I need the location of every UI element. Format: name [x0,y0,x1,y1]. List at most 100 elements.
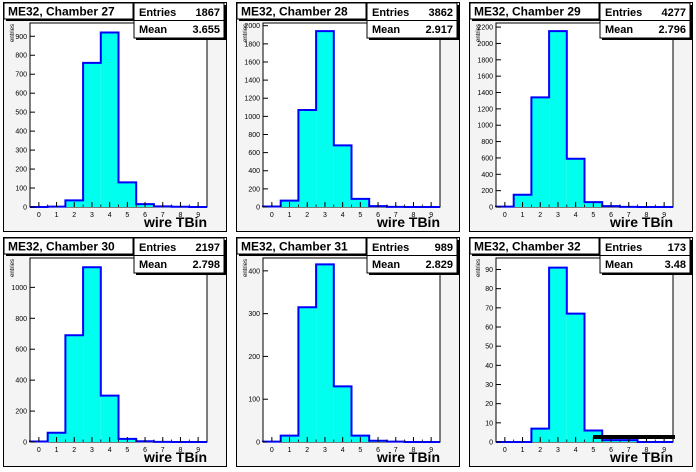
stats-mean-label: Mean [605,24,633,36]
stats-mean-label: Mean [372,24,400,36]
x-tick-label: 1 [288,212,292,219]
y-tick-label: 1400 [244,78,260,85]
x-tick-label: 4 [574,447,578,454]
x-tick-label: 3 [556,447,560,454]
y-tick-label: 600 [15,91,27,98]
x-tick-label: 2 [538,212,542,219]
y-tick-label: 0 [23,205,27,212]
x-axis-label: wire TBin [376,449,440,465]
x-tick-label: 9 [196,212,200,219]
histogram-panel: 0 1 2 3 4 5 6 7 8 9 0 200 400 600 800 1000 1200 1400 1600 1… [236,2,460,232]
x-tick-label: 5 [591,212,595,219]
x-tick-label: 9 [662,447,666,454]
histogram-bar [298,307,317,442]
y-tick-label: 400 [248,168,260,175]
x-tick-label: 6 [143,212,147,219]
y-tick-label: 50 [485,344,493,351]
stats-mean-label: Mean [372,259,400,271]
histogram-bar [316,264,334,442]
y-tick-label: 60 [485,325,493,332]
x-tick-label: 0 [503,212,507,219]
y-tick-label: 900 [15,34,27,41]
histogram-panel: 0 1 2 3 4 5 6 7 8 9 0 200 400 600 800 1000 entries wire T… [3,237,227,467]
x-tick-label: 4 [574,212,578,219]
x-tick-label: 7 [394,447,398,454]
histogram-outline [262,30,440,208]
y-axis-label: entries [10,259,16,277]
y-tick-label: 500 [15,110,27,117]
y-tick-label: 200 [481,188,493,195]
stats-mean-label: Mean [605,259,633,271]
y-tick-label: 1400 [477,90,493,97]
stats-entries-value: 4277 [662,7,686,19]
x-tick-label: 2 [305,212,309,219]
histogram-bar [333,145,352,207]
title-box [469,2,600,20]
y-tick-label: 0 [256,205,260,212]
y-tick-label: 0 [256,440,260,447]
stats-entries-label: Entries [372,242,409,254]
stats-mean-value: 3.655 [192,24,220,36]
y-tick-label: 300 [248,311,260,318]
x-tick-label: 5 [125,212,129,219]
x-tick-label: 1 [55,447,59,454]
y-tick-label: 400 [15,129,27,136]
stats-mean-value: 2.917 [425,24,453,36]
stats-mean-value: 2.796 [658,24,686,36]
y-tick-label: 400 [481,172,493,179]
histogram-bar [566,313,585,442]
y-tick-label: 200 [248,186,260,193]
y-tick-label: 70 [485,305,493,312]
y-tick-label: 200 [15,167,27,174]
histogram-bar [566,158,585,207]
x-tick-label: 3 [90,447,94,454]
histogram-panel: 0 1 2 3 4 5 6 7 8 9 0 200 400 600 800 1000 1200 1400 1600 1… [469,2,693,232]
y-tick-label: 1600 [477,74,493,81]
x-tick-label: 6 [376,447,380,454]
histogram-bar [83,267,101,442]
histogram-outline [29,266,207,443]
x-tick-label: 5 [358,212,362,219]
stats-mean-label: Mean [139,259,167,271]
histogram-outline [262,263,440,443]
stats-entries-label: Entries [139,242,176,254]
y-tick-label: 700 [15,72,27,79]
y-tick-label: 800 [15,53,27,60]
y-tick-label: 1000 [11,285,27,292]
histogram-title: ME32, Chamber 30 [8,240,115,254]
y-tick-label: 100 [15,186,27,193]
stats-entries-label: Entries [139,7,176,19]
histogram-title: ME32, Chamber 31 [241,240,348,254]
x-tick-label: 2 [538,447,542,454]
x-tick-label: 0 [270,212,274,219]
histogram-bar [531,428,550,442]
x-tick-label: 5 [125,447,129,454]
y-tick-label: 0 [23,440,27,447]
overflow-marker [593,435,675,439]
y-tick-label: 100 [248,397,260,404]
x-tick-label: 6 [143,447,147,454]
y-tick-label: 2200 [477,25,493,32]
x-tick-label: 7 [627,447,631,454]
x-tick-label: 7 [161,447,165,454]
x-tick-label: 3 [323,447,327,454]
y-tick-label: 90 [485,267,493,274]
stats-mean-value: 2.798 [192,259,220,271]
stats-entries-label: Entries [605,242,642,254]
y-tick-label: 1200 [244,96,260,103]
y-tick-label: 1000 [477,123,493,130]
stats-entries-value: 3862 [429,7,453,19]
stats-entries-value: 173 [668,242,686,254]
y-axis-label: entries [476,24,482,42]
histogram-bar [513,194,532,207]
x-tick-label: 3 [90,212,94,219]
x-tick-label: 6 [609,212,613,219]
x-tick-label: 1 [521,447,525,454]
title-box [236,237,367,255]
y-tick-label: 30 [485,382,493,389]
histogram-bar [83,62,101,207]
x-tick-label: 1 [521,212,525,219]
x-tick-label: 3 [556,212,560,219]
y-tick-label: 2000 [244,23,260,30]
